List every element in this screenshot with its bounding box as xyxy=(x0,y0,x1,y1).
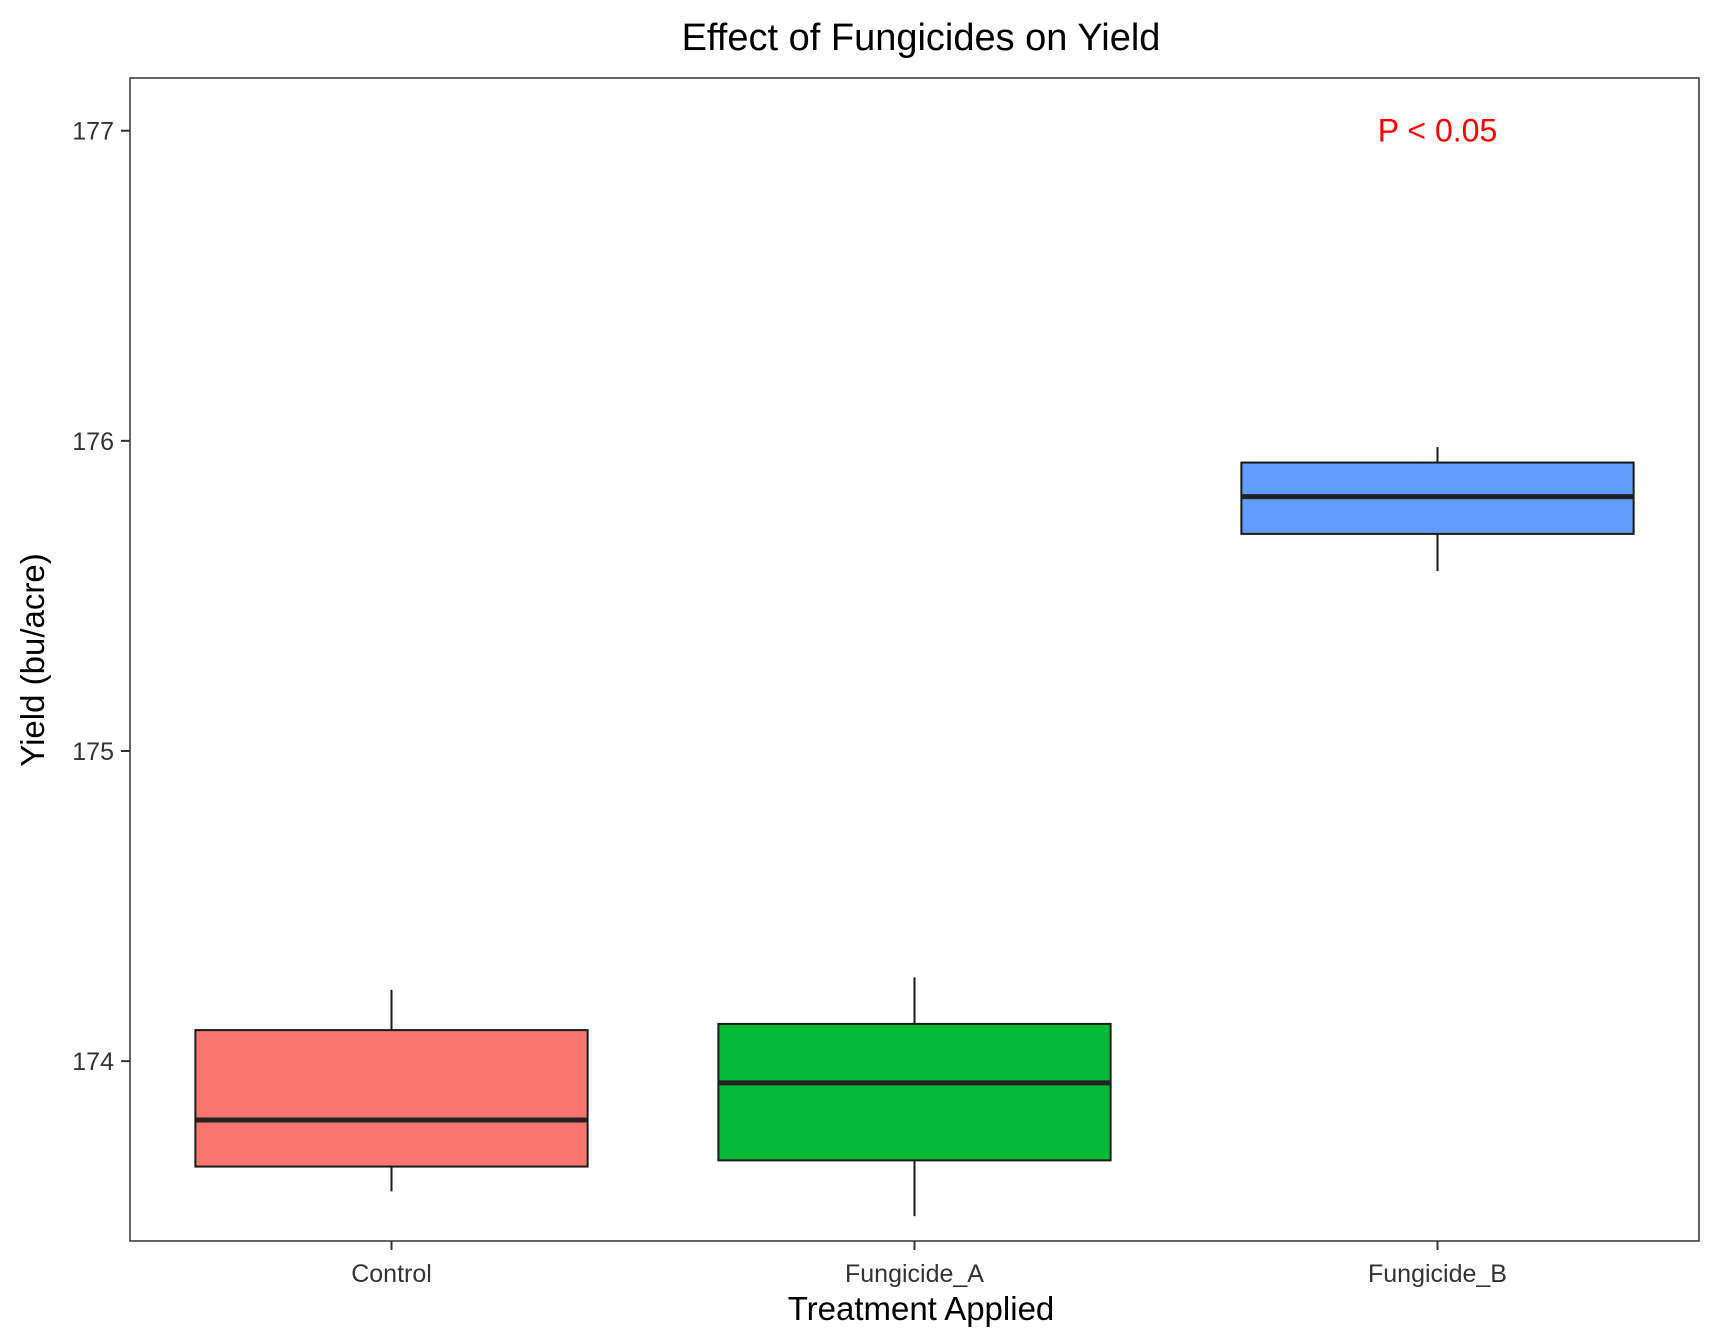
y-tick-label: 174 xyxy=(72,1048,114,1076)
x-tick-label: Fungicide_A xyxy=(845,1260,984,1288)
x-axis: Control Fungicide_A Fungicide_B xyxy=(351,1241,1507,1288)
box-group-control xyxy=(194,989,589,1192)
p-value-annotation: P < 0.05 xyxy=(1378,113,1498,149)
y-tick-label: 175 xyxy=(72,738,114,766)
y-tick-label: 176 xyxy=(72,428,114,456)
box-group-fungicide-a xyxy=(717,977,1112,1217)
y-tick-label: 177 xyxy=(72,118,114,146)
chart-title: Effect of Fungicides on Yield xyxy=(682,17,1161,59)
plot-marks xyxy=(194,447,1635,1217)
y-axis: 174 175 176 177 xyxy=(72,118,130,1076)
box-fungicide-a xyxy=(717,1022,1112,1162)
x-tick-label: Fungicide_B xyxy=(1368,1260,1507,1288)
y-axis-title: Yield (bu/acre) xyxy=(14,553,51,766)
x-tick-label: Control xyxy=(351,1260,432,1288)
x-axis-title: Treatment Applied xyxy=(788,1290,1055,1327)
box-group-fungicide-b xyxy=(1240,447,1635,572)
box-control xyxy=(194,1029,589,1168)
